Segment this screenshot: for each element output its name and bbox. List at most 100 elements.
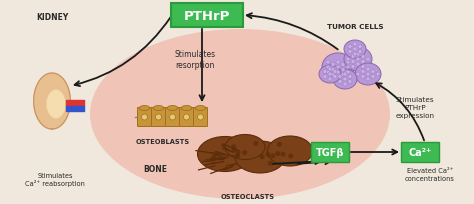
Circle shape (346, 66, 350, 70)
Ellipse shape (198, 137, 253, 172)
Circle shape (232, 157, 237, 163)
Circle shape (351, 60, 355, 64)
Circle shape (356, 73, 360, 77)
Circle shape (351, 65, 355, 69)
Circle shape (341, 68, 345, 72)
Ellipse shape (181, 106, 191, 111)
Ellipse shape (267, 136, 312, 166)
Text: OSTEOBLASTS: OSTEOBLASTS (136, 138, 190, 144)
Circle shape (356, 58, 360, 62)
Ellipse shape (167, 106, 178, 111)
Ellipse shape (344, 41, 366, 59)
Text: KIDNEY: KIDNEY (36, 12, 68, 21)
Circle shape (326, 66, 330, 70)
Circle shape (336, 61, 340, 65)
FancyBboxPatch shape (171, 4, 243, 28)
Circle shape (336, 66, 340, 70)
Circle shape (183, 114, 190, 120)
Circle shape (356, 53, 360, 57)
Circle shape (361, 65, 365, 69)
Circle shape (366, 78, 370, 82)
Circle shape (247, 150, 252, 155)
Text: Elevated Ca²⁺
concentrations: Elevated Ca²⁺ concentrations (405, 167, 455, 181)
Circle shape (358, 45, 362, 49)
Ellipse shape (322, 54, 354, 82)
Circle shape (361, 75, 365, 79)
Circle shape (170, 114, 175, 120)
Text: Stimulates
Ca²⁺ reabsorption: Stimulates Ca²⁺ reabsorption (25, 172, 85, 186)
Circle shape (299, 153, 304, 158)
Circle shape (237, 144, 242, 149)
Circle shape (155, 114, 162, 120)
Ellipse shape (139, 106, 150, 111)
Circle shape (353, 43, 357, 47)
Circle shape (323, 70, 327, 74)
Circle shape (348, 75, 352, 79)
Ellipse shape (225, 135, 265, 160)
Circle shape (333, 75, 337, 79)
Text: TUMOR CELLS: TUMOR CELLS (327, 24, 383, 30)
Ellipse shape (90, 30, 390, 199)
Text: BONE: BONE (143, 165, 167, 174)
Circle shape (348, 45, 352, 49)
Circle shape (343, 78, 347, 82)
Circle shape (142, 114, 147, 120)
Circle shape (358, 50, 362, 54)
Circle shape (366, 58, 370, 62)
Circle shape (246, 152, 252, 157)
Circle shape (292, 152, 298, 156)
Circle shape (252, 160, 257, 165)
Circle shape (348, 50, 352, 54)
Circle shape (331, 68, 335, 72)
Circle shape (341, 63, 345, 67)
Circle shape (338, 75, 342, 79)
Circle shape (361, 60, 365, 64)
Circle shape (366, 68, 370, 72)
Circle shape (331, 73, 335, 77)
Text: PTHrP: PTHrP (184, 9, 230, 22)
Circle shape (326, 71, 330, 75)
FancyBboxPatch shape (180, 108, 193, 127)
Circle shape (376, 73, 380, 77)
Circle shape (294, 152, 299, 157)
Ellipse shape (319, 66, 341, 84)
Circle shape (361, 70, 365, 74)
Circle shape (206, 149, 211, 154)
Circle shape (348, 80, 352, 84)
Ellipse shape (355, 64, 381, 86)
Polygon shape (34, 74, 70, 129)
Circle shape (198, 114, 203, 120)
Polygon shape (47, 91, 65, 118)
Circle shape (351, 55, 355, 59)
Circle shape (326, 61, 330, 65)
Circle shape (333, 70, 337, 74)
Circle shape (328, 78, 332, 82)
Circle shape (240, 146, 245, 151)
Circle shape (235, 157, 240, 162)
Circle shape (343, 73, 347, 77)
Circle shape (353, 53, 357, 57)
Circle shape (336, 71, 340, 75)
Circle shape (241, 142, 246, 147)
Text: Stimulates
PTHrP
expression: Stimulates PTHrP expression (395, 96, 435, 118)
Ellipse shape (195, 106, 206, 111)
Ellipse shape (344, 48, 372, 72)
Text: OSTEOCLASTS: OSTEOCLASTS (221, 193, 275, 199)
Circle shape (356, 63, 360, 67)
FancyBboxPatch shape (311, 142, 349, 162)
Ellipse shape (235, 141, 285, 173)
FancyBboxPatch shape (193, 108, 208, 127)
Circle shape (343, 83, 347, 86)
Circle shape (227, 145, 232, 150)
Circle shape (346, 71, 350, 75)
Text: Stimulates
resorption: Stimulates resorption (174, 49, 216, 70)
Circle shape (366, 73, 370, 77)
Circle shape (346, 58, 350, 62)
Text: Ca²⁺: Ca²⁺ (409, 147, 432, 157)
Circle shape (371, 70, 375, 74)
Circle shape (328, 73, 332, 77)
Circle shape (346, 61, 350, 65)
Circle shape (255, 149, 259, 154)
Circle shape (338, 80, 342, 84)
Circle shape (361, 55, 365, 59)
